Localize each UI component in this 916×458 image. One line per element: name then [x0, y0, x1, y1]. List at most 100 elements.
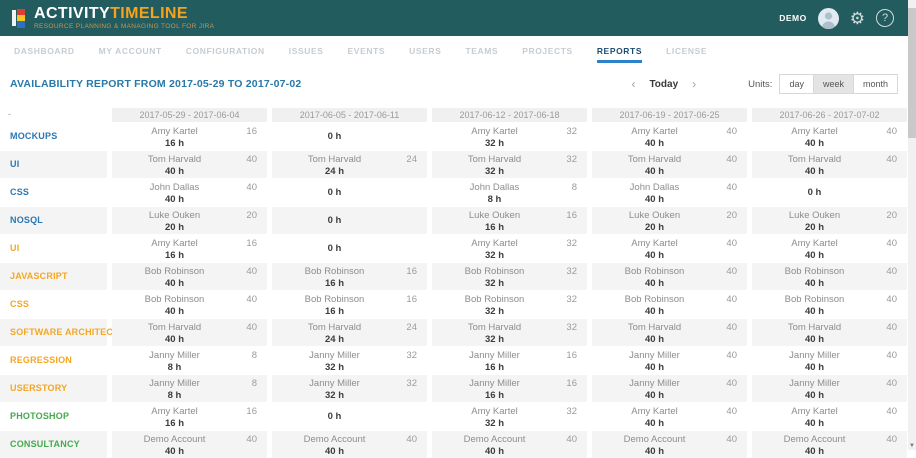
- row-label[interactable]: MOCKUPS: [0, 123, 107, 150]
- availability-cell[interactable]: Bob Robinson 40 40 h: [592, 263, 747, 290]
- availability-cell[interactable]: Tom Harvald 32 32 h: [432, 319, 587, 346]
- availability-cell[interactable]: Tom Harvald 40 40 h: [112, 151, 267, 178]
- availability-cell[interactable]: Janny Miller 8 8 h: [112, 375, 267, 402]
- row-label[interactable]: NOSQL: [0, 207, 107, 234]
- availability-cell[interactable]: Amy Kartel 40 40 h: [592, 123, 747, 150]
- nav-item-teams[interactable]: TEAMS: [465, 45, 499, 56]
- row-label[interactable]: CSS: [0, 291, 107, 318]
- availability-cell[interactable]: Demo Account 40 40 h: [432, 431, 587, 458]
- cell-total-hours: 8 h: [167, 390, 182, 401]
- help-icon[interactable]: ?: [876, 9, 894, 27]
- availability-cell[interactable]: Tom Harvald 40 40 h: [752, 319, 907, 346]
- availability-cell[interactable]: Janny Miller 40 40 h: [752, 347, 907, 374]
- prev-period-button[interactable]: ‹: [631, 77, 636, 91]
- availability-cell[interactable]: Demo Account 40 40 h: [592, 431, 747, 458]
- cell-total-hours: 40 h: [484, 446, 504, 457]
- availability-cell[interactable]: Amy Kartel 40 40 h: [752, 235, 907, 262]
- availability-cell[interactable]: Amy Kartel 40 40 h: [592, 403, 747, 430]
- availability-cell[interactable]: Luke Ouken 20 20 h: [752, 207, 907, 234]
- nav-item-projects[interactable]: PROJECTS: [522, 45, 573, 56]
- row-label[interactable]: UI: [0, 235, 107, 262]
- settings-gear-icon[interactable]: ⚙: [849, 8, 865, 28]
- cell-person-name: Amy Kartel: [151, 406, 198, 417]
- availability-cell[interactable]: Amy Kartel 40 40 h: [752, 403, 907, 430]
- availability-cell[interactable]: Janny Miller 40 40 h: [592, 375, 747, 402]
- row-label[interactable]: JAVASCRIPT: [0, 263, 107, 290]
- availability-cell[interactable]: Amy Kartel 32 32 h: [432, 403, 587, 430]
- nav-item-users[interactable]: USERS: [409, 45, 442, 56]
- nav-item-my-account[interactable]: MY ACCOUNT: [98, 45, 162, 56]
- nav-item-configuration[interactable]: CONFIGURATION: [185, 45, 265, 56]
- availability-cell[interactable]: Demo Account 40 40 h: [112, 431, 267, 458]
- availability-cell[interactable]: Amy Kartel 16 16 h: [112, 123, 267, 150]
- row-label[interactable]: REGRESSION: [0, 347, 107, 374]
- availability-cell[interactable]: Amy Kartel 32 32 h: [432, 123, 587, 150]
- nav-item-dashboard[interactable]: DASHBOARD: [14, 45, 75, 56]
- availability-cell[interactable]: 0 h: [752, 179, 907, 206]
- nav-item-events[interactable]: EVENTS: [347, 45, 386, 56]
- cell-hours-value: 24: [406, 154, 417, 165]
- availability-cell[interactable]: Bob Robinson 32 32 h: [432, 291, 587, 318]
- availability-cell[interactable]: Janny Miller 40 40 h: [752, 375, 907, 402]
- availability-cell[interactable]: John Dallas 40 40 h: [112, 179, 267, 206]
- availability-cell[interactable]: Bob Robinson 40 40 h: [112, 263, 267, 290]
- availability-cell[interactable]: Janny Miller 16 16 h: [432, 347, 587, 374]
- availability-cell[interactable]: Bob Robinson 32 32 h: [432, 263, 587, 290]
- scrollbar-thumb[interactable]: [908, 8, 916, 138]
- availability-cell[interactable]: Luke Ouken 16 16 h: [432, 207, 587, 234]
- availability-cell[interactable]: John Dallas 40 40 h: [592, 179, 747, 206]
- availability-cell[interactable]: Demo Account 40 40 h: [752, 431, 907, 458]
- availability-cell[interactable]: Amy Kartel 16 16 h: [112, 235, 267, 262]
- availability-cell[interactable]: Amy Kartel 40 40 h: [752, 123, 907, 150]
- unit-week-button[interactable]: week: [812, 74, 854, 94]
- availability-cell[interactable]: 0 h: [272, 403, 427, 430]
- availability-cell[interactable]: Tom Harvald 40 40 h: [592, 151, 747, 178]
- app-logo[interactable]: ACTIVITYTIMELINE RESOURCE PLANNING & MAN…: [12, 5, 214, 31]
- row-label[interactable]: SOFTWARE ARCHITECTURE: [0, 319, 138, 346]
- availability-cell[interactable]: Bob Robinson 40 40 h: [592, 291, 747, 318]
- availability-cell[interactable]: Janny Miller 40 40 h: [592, 347, 747, 374]
- nav-item-license[interactable]: LICENSE: [666, 45, 708, 56]
- availability-cell[interactable]: Bob Robinson 40 40 h: [112, 291, 267, 318]
- row-label[interactable]: CSS: [0, 179, 107, 206]
- availability-cell[interactable]: Janny Miller 8 8 h: [112, 347, 267, 374]
- unit-month-button[interactable]: month: [852, 74, 898, 94]
- row-label[interactable]: PHOTOSHOP: [0, 403, 107, 430]
- nav-item-issues[interactable]: ISSUES: [288, 45, 324, 56]
- availability-cell[interactable]: Janny Miller 32 32 h: [272, 347, 427, 374]
- availability-cell[interactable]: 0 h: [272, 123, 427, 150]
- availability-cell[interactable]: Bob Robinson 16 16 h: [272, 263, 427, 290]
- availability-cell[interactable]: John Dallas 8 8 h: [432, 179, 587, 206]
- availability-cell[interactable]: Amy Kartel 16 16 h: [112, 403, 267, 430]
- row-label[interactable]: CONSULTANCY: [0, 431, 107, 458]
- unit-day-button[interactable]: day: [779, 74, 814, 94]
- nav-item-reports[interactable]: REPORTS: [596, 40, 643, 63]
- availability-cell[interactable]: Tom Harvald 40 40 h: [752, 151, 907, 178]
- availability-cell[interactable]: 0 h: [272, 179, 427, 206]
- availability-cell[interactable]: Luke Ouken 20 20 h: [112, 207, 267, 234]
- row-label[interactable]: USERSTORY: [0, 375, 107, 402]
- availability-cell[interactable]: Bob Robinson 40 40 h: [752, 291, 907, 318]
- availability-cell[interactable]: Tom Harvald 32 32 h: [432, 151, 587, 178]
- user-avatar[interactable]: [817, 7, 839, 29]
- availability-cell[interactable]: Tom Harvald 40 40 h: [112, 319, 267, 346]
- availability-cell[interactable]: Tom Harvald 24 24 h: [272, 319, 427, 346]
- availability-cell[interactable]: Demo Account 40 40 h: [272, 431, 427, 458]
- availability-cell[interactable]: Bob Robinson 40 40 h: [752, 263, 907, 290]
- availability-cell[interactable]: 0 h: [272, 235, 427, 262]
- availability-cell[interactable]: Tom Harvald 40 40 h: [592, 319, 747, 346]
- next-period-button[interactable]: ›: [692, 77, 697, 91]
- availability-cell[interactable]: Tom Harvald 24 24 h: [272, 151, 427, 178]
- availability-cell[interactable]: 0 h: [272, 207, 427, 234]
- scrollbar-down-arrow[interactable]: ▼: [909, 443, 915, 449]
- today-button[interactable]: Today: [649, 78, 679, 90]
- row-label[interactable]: UI: [0, 151, 107, 178]
- availability-cell[interactable]: Luke Ouken 20 20 h: [592, 207, 747, 234]
- availability-cell[interactable]: Bob Robinson 16 16 h: [272, 291, 427, 318]
- availability-cell[interactable]: Janny Miller 16 16 h: [432, 375, 587, 402]
- availability-cell[interactable]: Amy Kartel 32 32 h: [432, 235, 587, 262]
- column-header: 2017-06-19 - 2017-06-25: [592, 108, 747, 122]
- availability-cell[interactable]: Amy Kartel 40 40 h: [592, 235, 747, 262]
- vertical-scrollbar[interactable]: ▼: [908, 0, 916, 450]
- availability-cell[interactable]: Janny Miller 32 32 h: [272, 375, 427, 402]
